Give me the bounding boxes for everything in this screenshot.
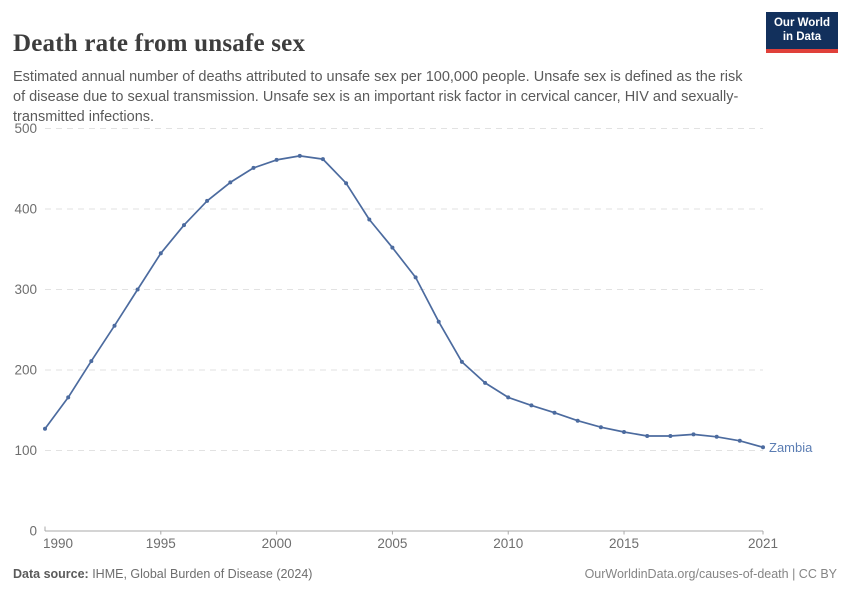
data-point-2006[interactable]: [413, 275, 418, 280]
data-point-2018[interactable]: [691, 432, 696, 437]
data-point-1990[interactable]: [43, 426, 47, 431]
data-point-1999[interactable]: [251, 165, 256, 170]
owid-logo-line1: Our World: [773, 17, 830, 29]
data-point-1993[interactable]: [112, 323, 117, 328]
x-axis-tick-label: 1990: [43, 536, 73, 551]
data-point-1996[interactable]: [182, 223, 186, 228]
data-point-2007[interactable]: [436, 319, 441, 324]
data-point-2016[interactable]: [645, 434, 650, 438]
data-point-1994[interactable]: [135, 287, 140, 292]
data-point-2003[interactable]: [344, 181, 349, 186]
data-point-1995[interactable]: [158, 251, 163, 256]
data-point-2020[interactable]: [737, 438, 742, 443]
credit-link[interactable]: OurWorldinData.org/causes-of-death | CC …: [584, 567, 837, 581]
owid-logo-line2: in Data: [782, 31, 822, 44]
chart-footer: Data source: IHME, Global Burden of Dise…: [13, 567, 837, 581]
data-point-2015[interactable]: [622, 430, 626, 434]
data-point-2009[interactable]: [483, 380, 488, 385]
data-point-2019[interactable]: [714, 434, 719, 439]
data-point-2002[interactable]: [320, 157, 325, 162]
chart-subtitle: Estimated annual number of deaths attrib…: [13, 68, 743, 125]
data-point-1998[interactable]: [228, 180, 233, 185]
data-point-2011[interactable]: [529, 403, 534, 408]
data-point-2008[interactable]: [459, 359, 464, 364]
y-axis-tick-label: 400: [14, 202, 37, 217]
data-point-2010[interactable]: [506, 395, 511, 400]
data-point-2000[interactable]: [274, 157, 279, 162]
zambia-series-line[interactable]: [44, 155, 764, 449]
data-point-2017[interactable]: [668, 434, 673, 438]
data-point-1991[interactable]: [66, 395, 71, 400]
x-axis-tick-label: 2021: [748, 536, 778, 551]
y-axis-tick-label: 200: [14, 363, 37, 378]
data-source-note: Data source: IHME, Global Burden of Dise…: [13, 567, 312, 581]
entity-label-zambia[interactable]: Zambia: [769, 440, 813, 455]
data-point-1992[interactable]: [89, 359, 94, 364]
data-point-2012[interactable]: [552, 410, 557, 415]
y-axis-tick-label: 100: [14, 443, 37, 458]
y-axis-tick-label: 0: [29, 524, 37, 539]
x-axis-tick-label: 2000: [262, 536, 292, 551]
data-source-label: Data source:: [13, 567, 89, 581]
owid-logo[interactable]: Our World in Data: [765, 12, 838, 53]
data-point-2014[interactable]: [598, 425, 603, 430]
data-source-value: IHME, Global Burden of Disease (2024): [88, 567, 313, 581]
y-axis-tick-label: 300: [14, 282, 37, 297]
data-point-2004[interactable]: [367, 217, 372, 222]
data-point-2021[interactable]: [761, 445, 765, 450]
data-point-2001[interactable]: [297, 153, 302, 158]
y-axis-tick-label: 500: [14, 121, 37, 136]
x-axis-tick-label: 2005: [377, 536, 407, 551]
x-axis-tick-label: 2015: [609, 536, 639, 551]
data-point-2013[interactable]: [575, 418, 580, 423]
data-point-2005[interactable]: [390, 245, 395, 250]
data-point-1997[interactable]: [205, 198, 210, 203]
page-title: Death rate from unsafe sex: [13, 29, 306, 57]
x-axis-tick-label: 2010: [493, 536, 523, 551]
x-axis-tick-label: 1995: [146, 536, 176, 551]
